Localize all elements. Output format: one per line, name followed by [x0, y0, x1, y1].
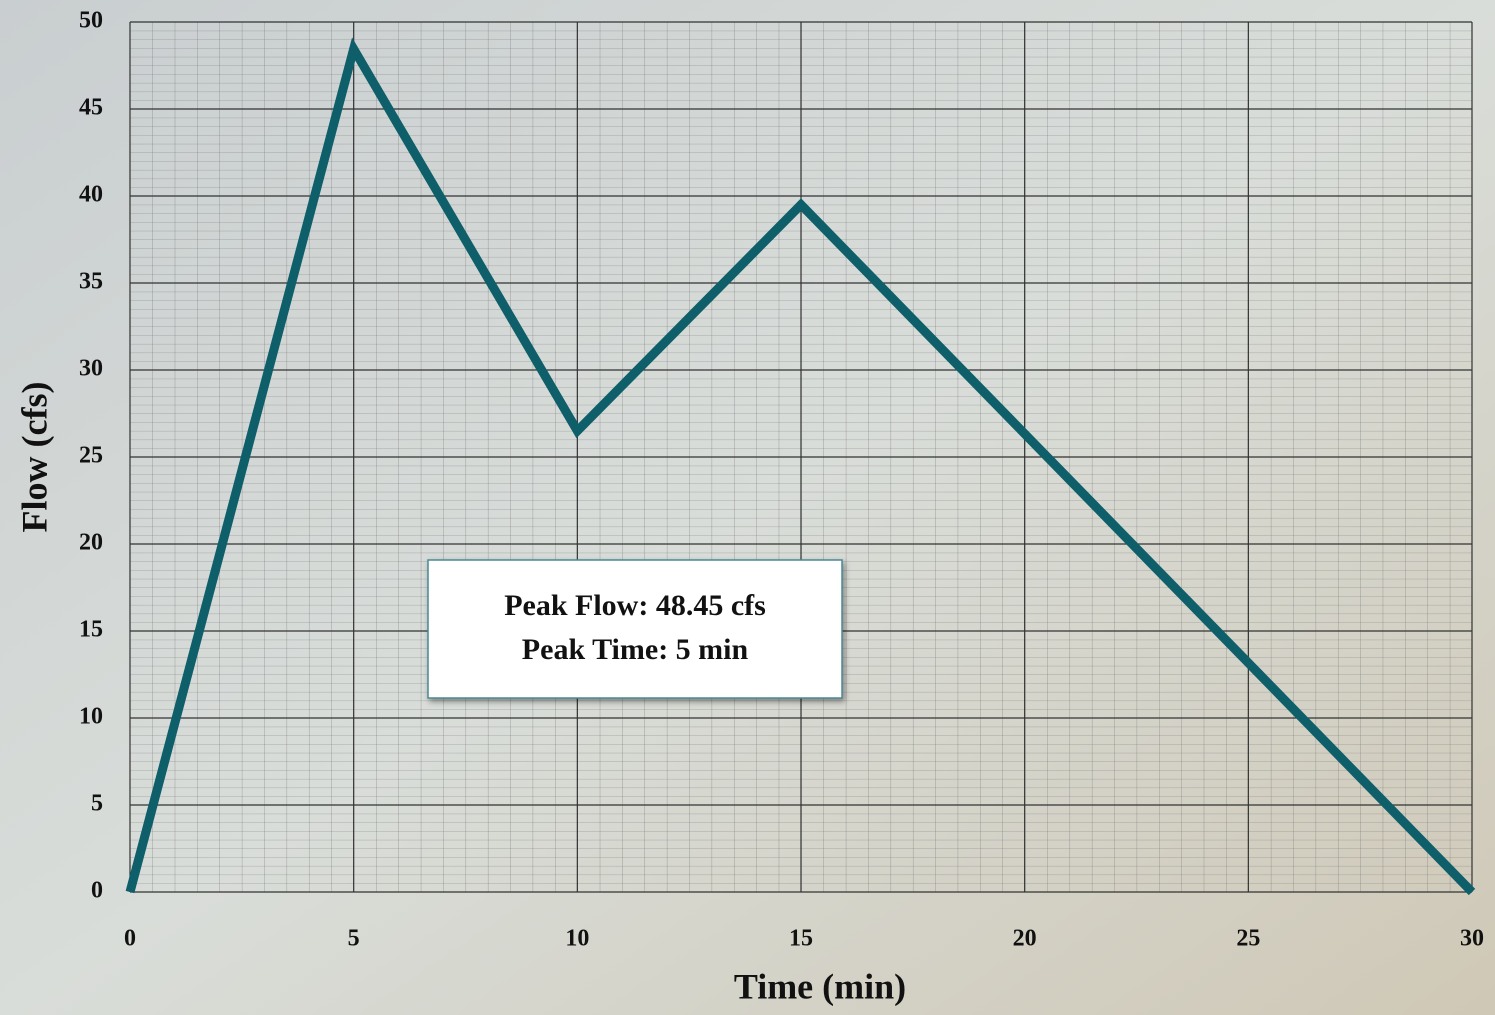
annotation: Peak Time: 5 min: [522, 633, 749, 666]
y-tick-label: 20: [79, 530, 103, 556]
y-tick-label: 40: [79, 182, 103, 208]
y-tick-label: 45: [79, 95, 103, 121]
x-tick-label: 15: [789, 926, 813, 952]
y-tick-label: 15: [79, 617, 103, 643]
y-tick-label: 50: [79, 8, 103, 34]
annotation: Peak Flow: 48.45 cfs: [504, 589, 766, 622]
annotation-box: [428, 560, 842, 698]
y-tick-label: 10: [79, 704, 103, 730]
page: {"chart_data": {"type": "line", "x_label…: [0, 0, 1495, 1015]
x-tick-label: 5: [348, 926, 360, 952]
y-tick-label: 35: [79, 269, 103, 295]
chart: Time (min) Flow (cfs) Peak Flow: 48.45 c…: [0, 0, 1495, 1015]
y-tick-label: 0: [91, 878, 103, 904]
y-tick-label: 25: [79, 443, 103, 469]
x-tick-label: 25: [1236, 926, 1260, 952]
x-axis-title: Time (min): [734, 966, 906, 1006]
x-tick-label: 0: [124, 926, 136, 952]
x-tick-label: 30: [1460, 926, 1484, 952]
x-tick-label: 20: [1013, 926, 1037, 952]
y-tick-label: 5: [91, 791, 103, 817]
y-tick-label: 30: [79, 356, 103, 382]
x-tick-label: 10: [565, 926, 589, 952]
y-axis-title: Flow (cfs): [14, 382, 54, 533]
